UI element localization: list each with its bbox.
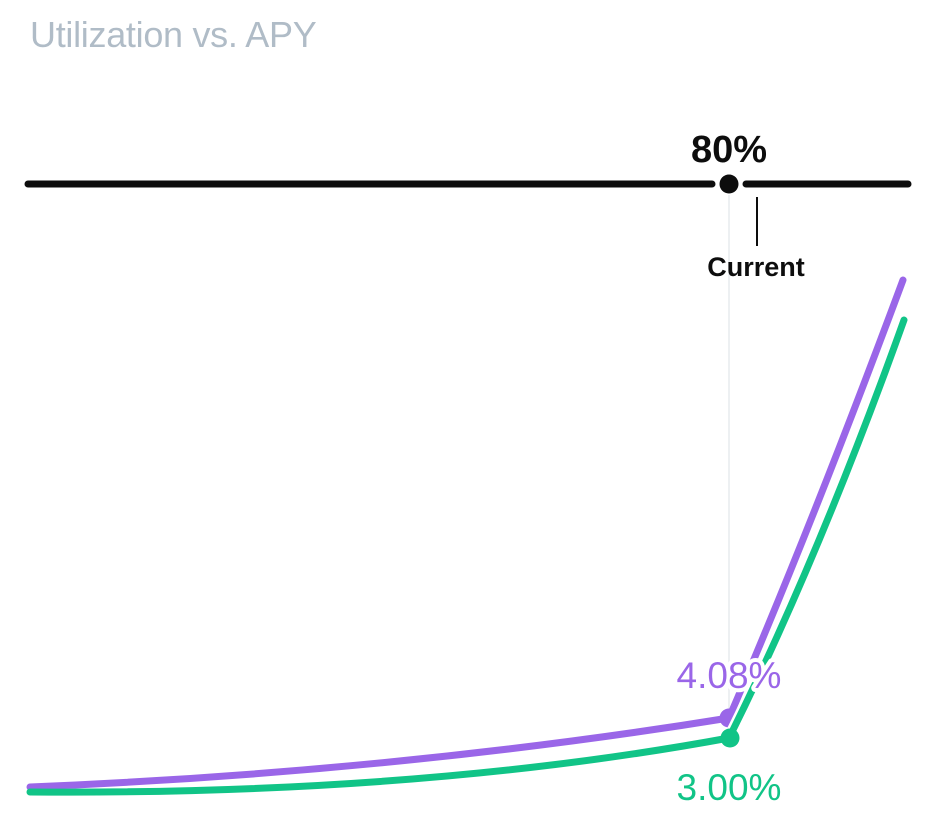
green-apy-value-label: 3.00% bbox=[677, 767, 782, 808]
purple-apy-value-label: 4.08% bbox=[677, 655, 782, 696]
current-marker-label: Current bbox=[707, 252, 805, 282]
green-apy-curve bbox=[26, 316, 908, 796]
purple-apy-curve bbox=[26, 276, 907, 791]
utilization-slider-thumb[interactable] bbox=[719, 174, 739, 194]
slider-value-label: 80% bbox=[691, 129, 767, 171]
green-current-point-dot bbox=[720, 728, 740, 748]
chart-title: Utilization vs. APY bbox=[30, 14, 317, 55]
